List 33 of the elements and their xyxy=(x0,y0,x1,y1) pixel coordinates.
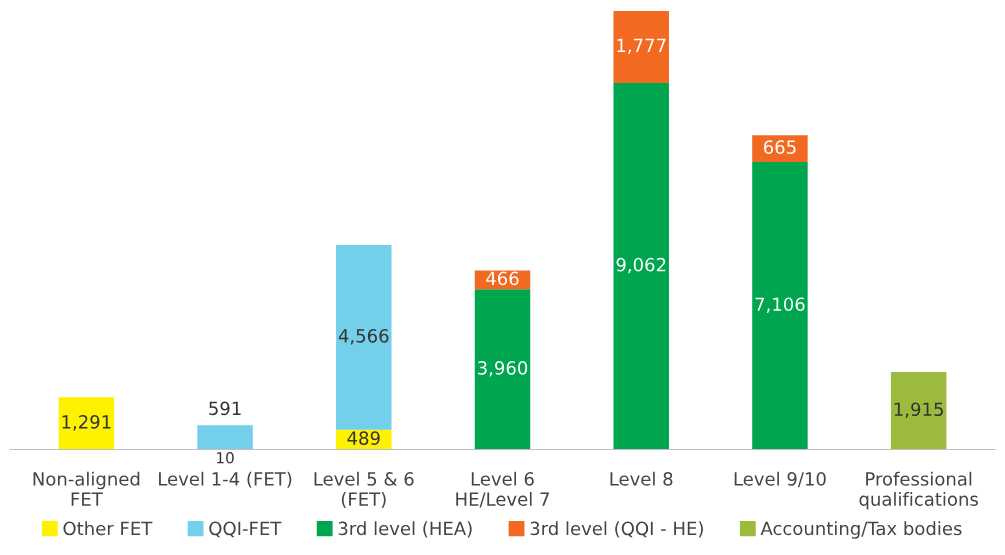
legend-label: 3rd level (HEA) xyxy=(338,521,472,538)
bar xyxy=(613,11,669,83)
data-label: 466 xyxy=(486,271,519,286)
x-tick-label: Level 6 HE/Level 7 xyxy=(456,471,549,508)
data-label: 7,106 xyxy=(755,297,805,313)
bar xyxy=(336,245,392,430)
data-label: 10 xyxy=(217,452,234,464)
data-label: 489 xyxy=(347,431,380,445)
bar xyxy=(613,82,669,450)
legend-label: Accounting/Tax bodies xyxy=(760,521,962,539)
data-label: 665 xyxy=(763,140,796,154)
bar xyxy=(197,425,253,450)
x-tick-label: Non-aligned FET xyxy=(33,471,140,506)
x-tick-label: Level 5 & 6 (FET) xyxy=(314,471,414,509)
bar xyxy=(474,289,531,450)
data-label: 1,915 xyxy=(894,402,943,418)
legend-label: 3rd level (QQI - HE) xyxy=(530,521,703,538)
data-label: 1,291 xyxy=(62,415,111,431)
bar xyxy=(752,135,808,163)
legend-label: QQI-FET xyxy=(209,521,282,538)
x-tick-label: Level 1-4 (FET) xyxy=(159,471,292,488)
x-tick-label: Level 9/10 xyxy=(734,471,826,488)
data-label: 591 xyxy=(209,401,241,416)
bar xyxy=(58,397,115,450)
data-label: 3,960 xyxy=(478,361,528,377)
x-tick-label: Level 8 xyxy=(610,471,673,486)
legend-label: Other FET xyxy=(63,521,153,536)
data-label: 1,777 xyxy=(617,38,666,55)
x-tick-label: Professional qualifications xyxy=(859,471,978,510)
bar xyxy=(752,162,808,450)
bar xyxy=(890,372,947,450)
data-label: 4,566 xyxy=(338,329,389,345)
data-label: 9,062 xyxy=(616,257,666,274)
